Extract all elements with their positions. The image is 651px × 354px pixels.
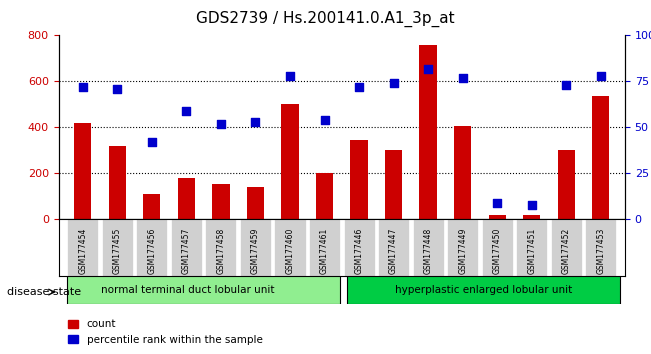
Bar (281, 104, 299, 219)
Text: GSM177457: GSM177457 (182, 228, 191, 274)
Bar (558, 150, 575, 219)
Bar (523, 215, 540, 219)
Text: GSM177456: GSM177456 (147, 228, 156, 274)
Point (284, 73, 295, 79)
Text: GSM177449: GSM177449 (458, 228, 467, 274)
Bar (247, 187, 264, 219)
Point (389, 80, 399, 86)
FancyBboxPatch shape (136, 219, 167, 276)
Bar (350, 140, 368, 219)
Point (596, 73, 606, 79)
Text: hyperplastic enlarged lobular unit: hyperplastic enlarged lobular unit (395, 285, 572, 295)
Point (112, 86, 122, 92)
Text: GSM177454: GSM177454 (78, 228, 87, 274)
Text: GSM177453: GSM177453 (596, 228, 605, 274)
Text: GSM177450: GSM177450 (493, 228, 502, 274)
Point (492, 200, 503, 206)
FancyBboxPatch shape (344, 219, 374, 276)
Point (181, 108, 191, 114)
Bar (178, 178, 195, 219)
FancyBboxPatch shape (378, 219, 409, 276)
Bar (454, 126, 471, 219)
Bar (109, 146, 126, 219)
Bar (316, 173, 333, 219)
Bar (592, 96, 609, 219)
Point (250, 119, 260, 125)
Point (354, 84, 365, 90)
FancyBboxPatch shape (347, 276, 620, 304)
Point (527, 202, 537, 207)
Text: GSM177452: GSM177452 (562, 228, 571, 274)
FancyBboxPatch shape (102, 219, 133, 276)
Text: GSM177460: GSM177460 (286, 228, 294, 274)
FancyBboxPatch shape (275, 219, 305, 276)
Text: GSM177447: GSM177447 (389, 228, 398, 274)
Bar (74, 123, 91, 219)
Point (146, 139, 157, 145)
Text: GSM177458: GSM177458 (216, 228, 225, 274)
Point (77, 84, 88, 90)
Text: GSM177455: GSM177455 (113, 228, 122, 274)
Text: normal terminal duct lobular unit: normal terminal duct lobular unit (102, 285, 275, 295)
Text: disease state: disease state (7, 287, 81, 297)
Bar (385, 150, 402, 219)
Text: GSM177446: GSM177446 (355, 228, 363, 274)
FancyBboxPatch shape (585, 219, 616, 276)
FancyBboxPatch shape (309, 219, 340, 276)
Point (319, 117, 329, 123)
FancyBboxPatch shape (447, 219, 478, 276)
FancyBboxPatch shape (171, 219, 202, 276)
FancyBboxPatch shape (413, 219, 443, 276)
FancyBboxPatch shape (551, 219, 582, 276)
FancyBboxPatch shape (67, 276, 340, 304)
FancyBboxPatch shape (67, 219, 98, 276)
Text: GSM177459: GSM177459 (251, 228, 260, 274)
Legend: count, percentile rank within the sample: count, percentile rank within the sample (64, 315, 267, 349)
Point (423, 66, 434, 72)
Text: GSM177461: GSM177461 (320, 228, 329, 274)
Bar (143, 194, 160, 219)
FancyBboxPatch shape (240, 219, 271, 276)
Point (458, 75, 468, 81)
Point (561, 82, 572, 88)
Text: GDS2739 / Hs.200141.0.A1_3p_at: GDS2739 / Hs.200141.0.A1_3p_at (196, 11, 455, 27)
Bar (419, 45, 437, 219)
Text: GSM177448: GSM177448 (424, 228, 433, 274)
Point (215, 121, 226, 127)
Text: GSM177451: GSM177451 (527, 228, 536, 274)
Bar (212, 184, 230, 219)
FancyBboxPatch shape (205, 219, 236, 276)
FancyBboxPatch shape (516, 219, 547, 276)
FancyBboxPatch shape (482, 219, 513, 276)
Bar (488, 215, 506, 219)
